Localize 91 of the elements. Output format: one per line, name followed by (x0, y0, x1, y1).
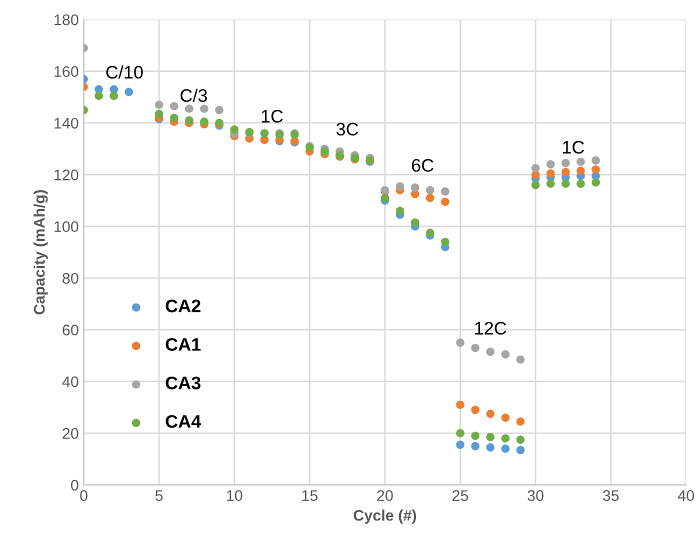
legend-label: CA2 (166, 300, 200, 312)
annotation: 6C (412, 158, 434, 172)
annotation: 3C (336, 122, 358, 136)
point (486, 348, 495, 356)
point (441, 198, 450, 206)
point (396, 182, 404, 190)
point (94, 92, 103, 100)
point (441, 238, 450, 246)
point (516, 446, 525, 454)
point (185, 104, 194, 113)
annotation: C/10 (106, 65, 143, 79)
point (320, 147, 329, 156)
point (426, 186, 434, 194)
point (215, 106, 224, 114)
y-tick-label: 40 (62, 376, 78, 388)
point (380, 194, 390, 202)
annotation: 1C (262, 110, 283, 123)
point (456, 440, 464, 449)
point (471, 442, 480, 450)
annotation: 12C (475, 322, 506, 335)
point (200, 118, 208, 126)
point (531, 164, 540, 172)
point (410, 183, 420, 192)
point (576, 158, 585, 166)
y-tick-label: 140 (54, 118, 78, 129)
point (124, 88, 134, 96)
point (516, 355, 525, 364)
y-tick-label: 160 (54, 66, 78, 77)
point (546, 180, 555, 188)
point (396, 206, 404, 216)
point (471, 432, 480, 440)
x-tick-label: 15 (302, 490, 318, 501)
point (471, 406, 480, 414)
legend-label: CA4 (166, 415, 202, 428)
point (592, 165, 600, 174)
point (456, 338, 464, 347)
point (410, 218, 420, 227)
annotation: C/3 (180, 88, 207, 102)
x-tick-label: 30 (528, 490, 544, 501)
x-tick-label: 25 (452, 490, 468, 501)
point (200, 104, 208, 113)
y-tick-label: 20 (62, 428, 78, 439)
x-axis-title: Cycle (#) (354, 510, 416, 524)
point (486, 443, 495, 452)
point (471, 344, 480, 352)
x-tick-label: 35 (602, 490, 619, 501)
point (185, 116, 194, 125)
point (486, 432, 495, 442)
point (592, 178, 600, 187)
y-tick-label: 60 (62, 324, 78, 336)
y-tick-label: 120 (54, 170, 78, 180)
y-tick-label: 0 (71, 480, 78, 491)
x-tick-label: 10 (227, 490, 242, 501)
y-tick-label: 100 (54, 221, 78, 232)
y-tick-label: 80 (62, 272, 78, 284)
point (501, 350, 510, 359)
point (154, 100, 164, 110)
x-tick-label: 0 (80, 490, 88, 501)
point (110, 92, 118, 100)
point (501, 444, 510, 453)
point (501, 434, 510, 443)
point (426, 228, 434, 237)
annotation: 1C (563, 140, 584, 154)
point (561, 168, 570, 176)
point (456, 400, 464, 409)
x-tick-label: 20 (377, 490, 393, 501)
y-axis-title: Capacity (mAh/g) (34, 190, 48, 314)
point (230, 125, 239, 134)
point (561, 158, 570, 168)
point (441, 187, 450, 196)
point (516, 435, 525, 444)
point (426, 194, 434, 202)
y-tick-label: 180 (54, 14, 78, 26)
legend-label: CA1 (166, 338, 201, 351)
point (170, 114, 178, 122)
point (501, 414, 510, 422)
point (486, 410, 495, 418)
point (592, 156, 600, 165)
point (154, 110, 164, 118)
point (576, 180, 585, 188)
point (531, 180, 540, 190)
x-tick-label: 40 (678, 490, 694, 501)
point (546, 160, 555, 168)
legend-label: CA3 (166, 376, 200, 390)
point (546, 169, 555, 178)
point (561, 180, 570, 188)
point (516, 417, 525, 426)
x-tick-label: 5 (155, 490, 163, 501)
point (170, 102, 178, 110)
point (576, 166, 585, 175)
point (456, 429, 464, 438)
